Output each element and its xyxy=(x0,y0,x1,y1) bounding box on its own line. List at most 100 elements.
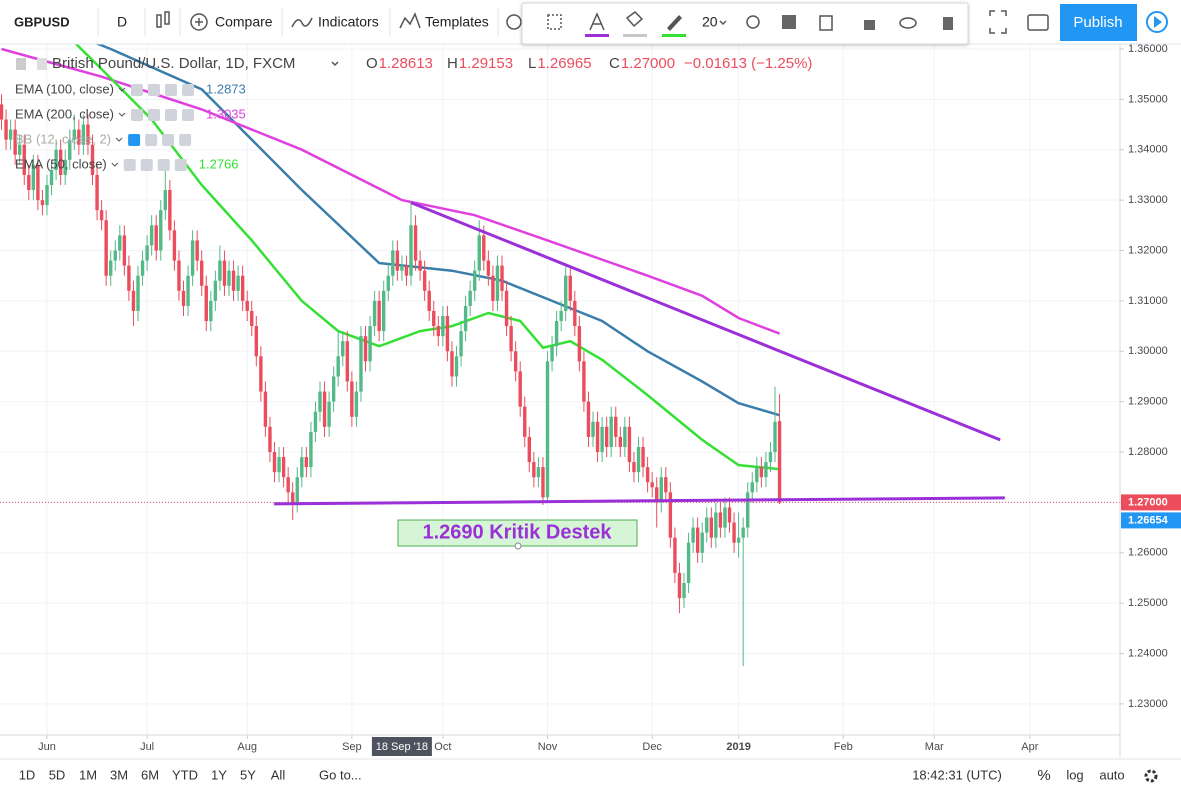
candle-body xyxy=(550,346,554,362)
visual-order-icon[interactable] xyxy=(782,15,796,29)
y-tick-label: 1.33000 xyxy=(1128,194,1168,206)
candle-body xyxy=(127,265,131,291)
annotation-handle[interactable] xyxy=(514,542,522,550)
indicator-icon[interactable] xyxy=(174,159,187,171)
chevron[interactable] xyxy=(118,112,126,117)
publish-button[interactable] xyxy=(1060,4,1137,41)
chevron[interactable] xyxy=(111,162,119,167)
compare-button[interactable]: Compare xyxy=(190,13,273,31)
candle-body xyxy=(281,457,286,478)
y-tick-label: 1.32000 xyxy=(1128,244,1168,256)
x-tick-label: Dec xyxy=(642,741,662,753)
indicator-icon[interactable] xyxy=(165,84,177,96)
settings-icon[interactable] xyxy=(1144,769,1158,783)
settings-icon[interactable] xyxy=(746,15,760,29)
candle-body xyxy=(727,507,732,523)
candle-body xyxy=(122,235,127,266)
delete-icon[interactable] xyxy=(943,17,953,30)
chevron[interactable] xyxy=(115,137,123,142)
percent-toggle[interactable]: % xyxy=(1037,767,1050,784)
price-label-box xyxy=(1121,512,1181,529)
indicator-icon[interactable] xyxy=(179,134,192,146)
indicator-name: BB (12, close, 2) xyxy=(15,131,111,146)
x-tick-label: Jul xyxy=(140,741,154,753)
candle-body xyxy=(177,260,181,291)
candle-body xyxy=(559,310,563,322)
chevron[interactable] xyxy=(118,87,126,92)
alert-icon[interactable] xyxy=(506,14,522,30)
range-button[interactable]: 1D xyxy=(19,767,36,782)
hide-icon[interactable] xyxy=(899,17,917,29)
indicator-icon[interactable] xyxy=(123,159,136,171)
y-tick-label: 1.36000 xyxy=(1128,43,1168,55)
fill-color-icon[interactable] xyxy=(625,11,644,28)
indicator-icon[interactable] xyxy=(145,134,158,146)
range-button[interactable]: 1M xyxy=(79,767,97,782)
range-button[interactable]: 6M xyxy=(141,767,159,782)
auto-toggle[interactable]: auto xyxy=(1099,767,1124,782)
play-button[interactable] xyxy=(1146,11,1168,33)
range-button[interactable]: 3M xyxy=(110,767,128,782)
range-button[interactable]: 1Y xyxy=(211,767,227,782)
candle-body xyxy=(541,467,545,498)
indicator-icon[interactable] xyxy=(162,134,175,146)
candle-body xyxy=(195,240,199,261)
candle-body xyxy=(454,356,459,377)
candle-body xyxy=(482,235,486,261)
text-color-icon[interactable] xyxy=(589,12,605,31)
indicator-icon[interactable] xyxy=(128,134,141,146)
candle-body xyxy=(354,391,359,417)
line-style-icon[interactable] xyxy=(547,14,562,30)
indicator-icon[interactable] xyxy=(165,109,177,121)
lock-icon[interactable] xyxy=(864,20,875,30)
annotation[interactable]: 1.2690 Kritik Destek xyxy=(397,519,638,550)
candle-body xyxy=(459,331,463,357)
snapshot-icon[interactable] xyxy=(1027,14,1049,31)
candle-body xyxy=(300,457,304,478)
interval[interactable]: D xyxy=(117,14,127,30)
candle-body xyxy=(286,477,290,493)
publish-label: Publish xyxy=(1073,14,1122,31)
indicator-icon[interactable] xyxy=(157,159,170,171)
chevron[interactable] xyxy=(331,61,339,67)
indicator-icon[interactable] xyxy=(148,109,160,121)
candle-body xyxy=(413,225,418,261)
templates-button[interactable]: Templates xyxy=(399,12,489,30)
line-width[interactable]: 20 xyxy=(702,14,718,30)
indicator-icon[interactable] xyxy=(182,109,194,121)
trend-line[interactable] xyxy=(410,201,1001,442)
candle-body xyxy=(591,421,595,437)
ema-line xyxy=(1,47,781,335)
go-to[interactable]: Go to... xyxy=(319,767,362,782)
fullscreen-icon[interactable] xyxy=(989,10,1007,34)
ohlc-value: 1.27000 xyxy=(621,55,675,72)
line-color-icon[interactable] xyxy=(667,15,682,31)
range-button[interactable]: All xyxy=(271,767,286,782)
candle-body xyxy=(664,477,668,493)
candle-body xyxy=(527,436,532,463)
indicators-button[interactable]: Indicators xyxy=(291,14,379,30)
log-toggle[interactable]: log xyxy=(1066,767,1083,782)
indicator-icon[interactable] xyxy=(148,84,160,96)
indicator-icon[interactable] xyxy=(131,84,143,96)
eye-icon[interactable] xyxy=(16,58,26,70)
chart-style-icon[interactable] xyxy=(156,11,170,28)
candle-body xyxy=(554,321,559,347)
indicator-icon[interactable] xyxy=(182,84,194,96)
range-button[interactable]: YTD xyxy=(172,767,198,782)
candle-body xyxy=(213,280,218,301)
candle-body xyxy=(495,265,500,301)
indicator-icon[interactable] xyxy=(131,109,143,121)
clone-icon[interactable] xyxy=(819,15,833,31)
candle-body xyxy=(632,462,636,473)
range-button[interactable]: 5Y xyxy=(240,767,256,782)
indicator-icon[interactable] xyxy=(140,159,153,171)
candle-body xyxy=(363,336,368,362)
ohlc-value: 1.26965 xyxy=(537,55,591,72)
candle-body xyxy=(450,351,454,377)
range-button[interactable]: 5D xyxy=(49,767,66,782)
candle-body xyxy=(4,119,8,140)
candle-body xyxy=(272,452,277,473)
symbol[interactable]: GBPUSD xyxy=(14,14,70,29)
trend-line[interactable] xyxy=(274,496,1005,506)
